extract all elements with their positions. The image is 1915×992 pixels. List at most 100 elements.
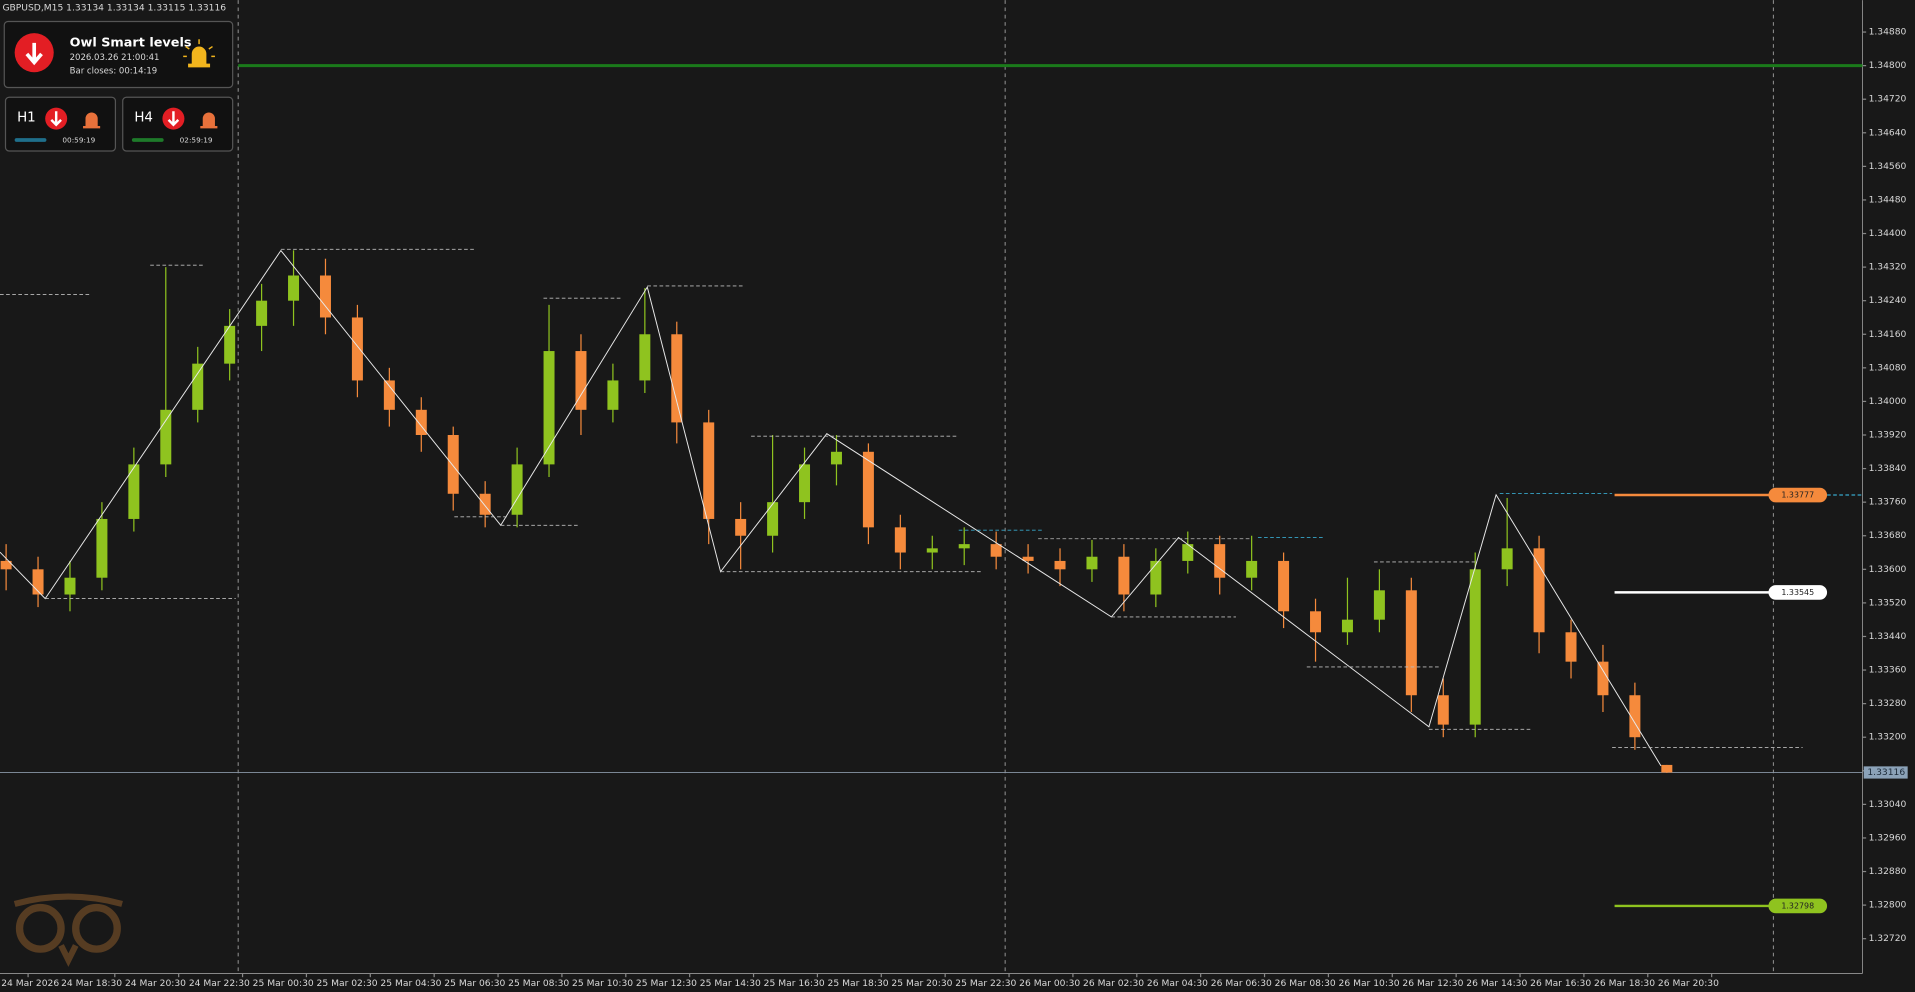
candle-body xyxy=(799,464,811,503)
candle-body xyxy=(830,451,842,465)
x-tick-label: 26 Mar 04:30 xyxy=(1147,979,1208,989)
logo-brow xyxy=(13,893,123,967)
timer: 00:59:19 xyxy=(62,136,95,145)
x-tick-label: 26 Mar 18:30 xyxy=(1594,979,1655,989)
x-tick-label: 25 Mar 14:30 xyxy=(700,979,761,989)
candle-body xyxy=(1118,556,1130,595)
y-tick-label: 1.34800 xyxy=(1869,61,1907,71)
candle-body xyxy=(1182,544,1194,561)
x-tick-label: 26 Mar 16:30 xyxy=(1530,979,1591,989)
logo-eye xyxy=(72,903,121,953)
candle-body xyxy=(319,275,331,318)
y-tick-label: 1.33440 xyxy=(1869,632,1907,642)
y-tick-label: 1.34080 xyxy=(1869,363,1907,373)
x-tick-label: 25 Mar 10:30 xyxy=(572,979,633,989)
y-tick-label: 1.32880 xyxy=(1869,867,1907,877)
candle-body xyxy=(447,435,459,494)
current-price-box xyxy=(1863,766,1908,779)
level-box xyxy=(1768,487,1828,503)
candle-body xyxy=(1310,611,1322,633)
x-tick-label: 26 Mar 20:30 xyxy=(1658,979,1719,989)
level-label: 1.33545 xyxy=(1781,588,1814,597)
level-box xyxy=(1768,898,1828,914)
candle-body xyxy=(735,518,747,536)
candle-body xyxy=(1501,548,1513,570)
candle-body xyxy=(703,422,715,519)
timer: 02:59:19 xyxy=(180,136,213,145)
candle-body xyxy=(767,502,779,536)
x-tick-label: 25 Mar 22:30 xyxy=(955,979,1016,989)
panel-box xyxy=(3,20,234,89)
candle-body xyxy=(1405,590,1417,696)
timeframe-name: H4 xyxy=(134,110,153,125)
current-price-label: 1.33116 xyxy=(1867,768,1905,778)
x-tick-label: 26 Mar 14:30 xyxy=(1466,979,1527,989)
candle-body xyxy=(128,464,140,519)
x-tick-label: 26 Mar 02:30 xyxy=(1083,979,1144,989)
candle-body xyxy=(511,464,523,515)
symbol-header: GBPUSD,M15 1.33134 1.33134 1.33115 1.331… xyxy=(2,3,226,13)
x-tick-label: 24 Mar 2026 xyxy=(1,979,59,989)
y-tick-label: 1.34560 xyxy=(1869,162,1907,172)
x-tick-label: 25 Mar 16:30 xyxy=(764,979,825,989)
y-tick-label: 1.34720 xyxy=(1869,95,1907,105)
candle-body xyxy=(1054,560,1066,570)
candle-body xyxy=(1341,619,1353,633)
y-tick-label: 1.34000 xyxy=(1869,397,1907,407)
candle-body xyxy=(1214,544,1226,578)
candle-body xyxy=(192,363,204,410)
candle-body xyxy=(1373,590,1385,620)
candle-body xyxy=(958,544,970,549)
y-tick-label: 1.32960 xyxy=(1869,833,1907,843)
y-tick-label: 1.33520 xyxy=(1869,598,1907,608)
x-tick-label: 25 Mar 12:30 xyxy=(636,979,697,989)
timeframe-name: H1 xyxy=(17,110,36,125)
candle-body xyxy=(1565,632,1577,662)
candle-body xyxy=(415,409,427,436)
siren-icon xyxy=(200,112,218,129)
candle-body xyxy=(0,560,12,570)
x-tick-label: 26 Mar 00:30 xyxy=(1019,979,1080,989)
x-tick-label: 26 Mar 06:30 xyxy=(1211,979,1272,989)
x-tick-label: 25 Mar 20:30 xyxy=(891,979,952,989)
owl-logo xyxy=(13,893,123,967)
x-tick-label: 25 Mar 08:30 xyxy=(508,979,569,989)
x-tick-label: 25 Mar 00:30 xyxy=(253,979,314,989)
candle-body xyxy=(607,380,619,410)
timeframe-panels: H1 00:59:19 H4 02:59:19 xyxy=(4,96,234,152)
x-tick-label: 24 Mar 20:30 xyxy=(125,979,186,989)
candle-body xyxy=(1629,695,1641,738)
timer-bar xyxy=(14,138,47,142)
candle-body xyxy=(1437,695,1449,725)
y-tick-label: 1.32800 xyxy=(1869,901,1907,911)
y-tick-label: 1.32720 xyxy=(1869,934,1907,944)
logo-eye xyxy=(15,903,65,953)
owl-panel: Owl Smart levels 2026.03.26 21:00:41 Bar… xyxy=(3,20,234,89)
sr-segments xyxy=(0,248,1803,749)
candle-body xyxy=(671,334,683,423)
down-arrow xyxy=(25,42,43,66)
zigzag xyxy=(0,249,1662,767)
candle-body xyxy=(862,451,874,528)
candle-body xyxy=(575,351,587,410)
bar-closes: Bar closes: 00:14:19 xyxy=(70,66,158,76)
candle-body xyxy=(1597,661,1609,696)
candle-body xyxy=(1533,548,1545,633)
candle-body xyxy=(1469,569,1481,725)
candle-body xyxy=(926,548,938,553)
y-tick-label: 1.33040 xyxy=(1869,800,1907,810)
timer-bar xyxy=(131,138,164,142)
level-label: 1.33777 xyxy=(1781,491,1814,500)
candle-body xyxy=(1278,560,1290,612)
blue-segments xyxy=(958,493,1613,538)
candle-body xyxy=(64,577,76,595)
candle-body xyxy=(1661,764,1673,773)
x-tick-label: 25 Mar 18:30 xyxy=(828,979,889,989)
candle-body xyxy=(1086,556,1098,570)
x-tick-label: 26 Mar 10:30 xyxy=(1339,979,1400,989)
siren-rays xyxy=(183,39,215,58)
x-tick-label: 26 Mar 08:30 xyxy=(1275,979,1336,989)
x-tick-label: 25 Mar 06:30 xyxy=(444,979,505,989)
